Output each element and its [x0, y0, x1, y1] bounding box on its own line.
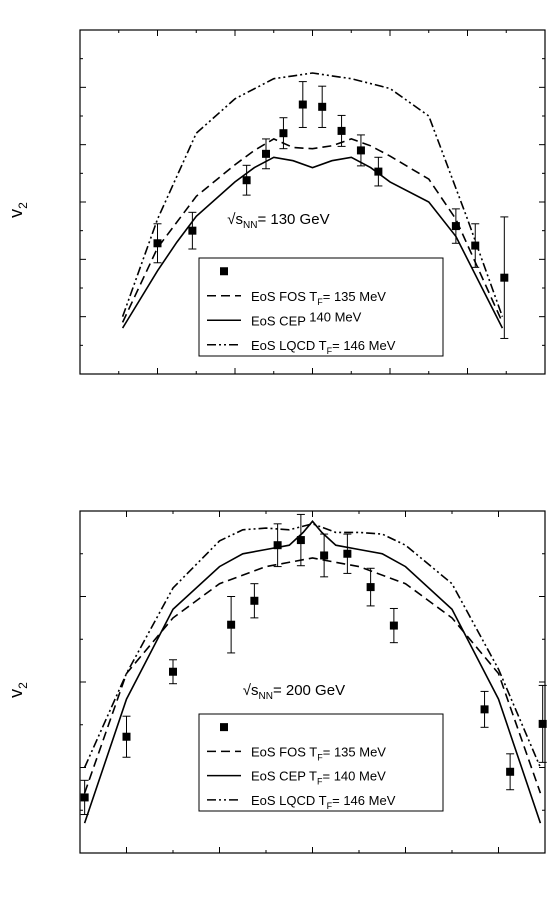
- data-point: [389, 621, 398, 630]
- y-axis-label-main: v: [6, 209, 26, 218]
- data-point: [374, 167, 383, 176]
- data-point: [169, 667, 177, 676]
- series-lqcd-line: [121, 72, 504, 317]
- legend-label-lqcd-part-0: EoS LQCD T: [251, 793, 327, 808]
- data-point: [343, 549, 352, 558]
- data-point: [356, 146, 365, 155]
- legend-label-fos-part-0: EoS FOS T: [251, 289, 317, 304]
- data-point: [122, 732, 131, 741]
- legend-label-fos-part-1: F: [317, 752, 323, 762]
- data-point: [242, 176, 251, 185]
- y-axis-label-sub: 2: [16, 682, 30, 689]
- legend-label-fos: EoS FOS TF= 135 MeV: [251, 289, 386, 307]
- series-cep-line: [83, 520, 542, 824]
- data-point: [366, 583, 375, 592]
- series-cep-line: [121, 156, 504, 329]
- legend-label-fos-part-2: = 135 MeV: [323, 289, 387, 304]
- energy-annotation-prefix: √s: [227, 211, 243, 228]
- energy-annotation: √sNN= 130 GeV: [227, 211, 329, 231]
- legend-marker-data: [220, 267, 228, 276]
- legend-label-fos-part-1: F: [317, 297, 323, 307]
- series-fos-line: [121, 138, 504, 323]
- energy-annotation-sub: NN: [243, 220, 257, 231]
- legend-label-lqcd: EoS LQCD TF= 146 MeV: [251, 338, 396, 356]
- series-lqcd-line: [83, 522, 542, 768]
- data-point: [188, 226, 197, 235]
- legend-label-fos: EoS FOS TF= 135 MeV: [251, 744, 386, 762]
- legend-box: [198, 713, 444, 812]
- energy-annotation: √sNN= 200 GeV: [243, 682, 345, 702]
- data-point: [471, 241, 480, 250]
- legend-label-lqcd-part-2: = 146 MeV: [332, 793, 396, 808]
- data-point: [500, 273, 509, 282]
- legend-label-cep-part-0: EoS CEP T: [251, 769, 317, 784]
- data-point: [506, 767, 515, 776]
- legend-label-lqcd-part-1: F: [327, 801, 333, 811]
- legend-label-cep-part-0: EoS CEP: [251, 313, 309, 328]
- energy-annotation-suffix: = 130 GeV: [257, 211, 329, 228]
- data-point: [480, 705, 489, 714]
- data-point: [296, 536, 305, 545]
- data-point: [451, 222, 460, 231]
- data-point: [337, 126, 346, 135]
- legend-label-cep: EoS CEP 140 MeV: [251, 309, 362, 328]
- data-point: [279, 129, 288, 138]
- data-point: [227, 620, 236, 629]
- series-fos-line: [83, 557, 542, 794]
- data-point: [273, 541, 282, 550]
- data-point: [320, 551, 329, 560]
- data-point: [298, 100, 307, 109]
- data-point: [153, 239, 162, 248]
- energy-annotation-suffix: = 200 GeV: [273, 682, 345, 699]
- data-point: [250, 596, 259, 605]
- legend-label-lqcd-part-2: = 146 MeV: [332, 338, 396, 353]
- legend-label-lqcd-part-1: F: [327, 346, 333, 356]
- data-point: [262, 149, 270, 158]
- legend-label-lqcd-part-0: EoS LQCD T: [251, 338, 327, 353]
- legend-label-cep-part-2: = 140 MeV: [323, 769, 387, 784]
- legend-label-cep: EoS CEP TF= 140 MeV: [251, 769, 386, 787]
- legend-marker-data: [220, 723, 228, 732]
- y-axis-label: v2: [6, 682, 30, 698]
- data-point: [318, 102, 327, 111]
- y-axis-label: v2: [6, 202, 30, 218]
- legend-label-fos-part-0: EoS FOS T: [251, 744, 317, 759]
- data-point: [538, 719, 547, 728]
- legend-label-lqcd: EoS LQCD TF= 146 MeV: [251, 793, 396, 811]
- energy-annotation-prefix: √s: [243, 682, 259, 699]
- legend-box: [198, 257, 444, 357]
- energy-annotation-sub: NN: [258, 691, 272, 702]
- legend-label-cep-part-2: 140 MeV: [309, 309, 361, 324]
- y-axis-label-main: v: [6, 689, 26, 698]
- y-axis-label-sub: 2: [16, 202, 30, 209]
- legend-label-cep-part-1: F: [317, 777, 323, 787]
- data-point: [80, 793, 89, 802]
- legend-label-fos-part-2: = 135 MeV: [323, 744, 387, 759]
